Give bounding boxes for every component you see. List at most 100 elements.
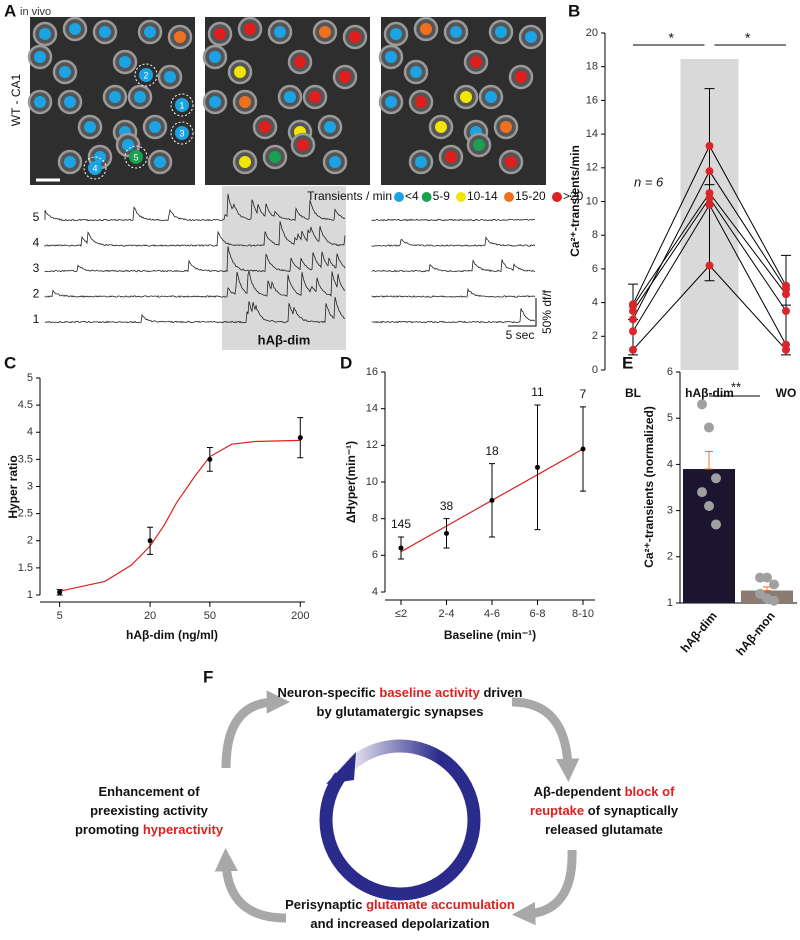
data-point bbox=[489, 497, 495, 503]
y-tick-label: 1 bbox=[27, 589, 33, 601]
cell-dot bbox=[109, 91, 121, 103]
trace-label: 3 bbox=[33, 261, 40, 275]
y-tick-label: 4 bbox=[667, 458, 673, 470]
y-tick-label: 14 bbox=[586, 128, 598, 140]
data-point bbox=[297, 435, 303, 441]
x-tick-label: hAβ-mon bbox=[733, 609, 778, 658]
cell-dot bbox=[525, 31, 537, 43]
y-tick-label: 4 bbox=[592, 297, 598, 309]
cell-dot bbox=[175, 126, 189, 140]
trace bbox=[371, 308, 536, 324]
cell-dot bbox=[154, 156, 166, 168]
data-point bbox=[705, 167, 714, 176]
cell-dot bbox=[122, 139, 134, 151]
y-axis-label: Hyper ratio bbox=[6, 455, 20, 518]
count-label: 38 bbox=[440, 499, 454, 513]
data-point bbox=[704, 500, 714, 511]
trace-label: 2 bbox=[33, 287, 40, 301]
cell-dot bbox=[69, 23, 81, 35]
data-point bbox=[629, 345, 637, 354]
x-tick-label: 200 bbox=[291, 610, 309, 622]
cell-dot bbox=[144, 26, 156, 38]
node-text-part: Neuron-specific bbox=[278, 685, 380, 700]
panel-label: B bbox=[568, 1, 580, 20]
cell-dot bbox=[339, 71, 351, 83]
data-point bbox=[769, 595, 779, 606]
y-tick-label: 5 bbox=[27, 372, 33, 384]
x-tick-label: hAβ-dim bbox=[685, 386, 734, 400]
data-point bbox=[711, 473, 721, 484]
cell-dot bbox=[385, 96, 397, 108]
y-tick-label: 4 bbox=[27, 426, 33, 438]
trace bbox=[371, 236, 536, 247]
significance-label: * bbox=[745, 30, 751, 46]
y-tick-label: 10 bbox=[586, 195, 598, 207]
cycle-arrow bbox=[511, 849, 577, 926]
cell-dot bbox=[239, 96, 251, 108]
cell-dot bbox=[309, 91, 321, 103]
node-text: Enhancement of bbox=[98, 784, 200, 799]
legend-swatch bbox=[552, 192, 562, 202]
y-tick-label: 16 bbox=[366, 366, 378, 378]
region-label: WT - CA1 bbox=[9, 73, 23, 126]
y-tick-label: 2.5 bbox=[18, 508, 33, 520]
cell-outline bbox=[124, 145, 148, 169]
cell-dot bbox=[294, 56, 306, 68]
cell-dot bbox=[324, 121, 336, 133]
cell-dot bbox=[64, 96, 76, 108]
data-point bbox=[697, 399, 707, 410]
cycle-arrow bbox=[511, 697, 580, 783]
data-point bbox=[704, 422, 714, 433]
data-point bbox=[782, 281, 790, 290]
node-text-part: released glutamate bbox=[545, 822, 663, 837]
trace-label: 5 bbox=[33, 210, 40, 224]
data-point bbox=[629, 327, 637, 336]
node-text-part: and increased depolarization bbox=[310, 916, 489, 931]
panel-label: A bbox=[4, 1, 16, 20]
y-tick-label: 18 bbox=[586, 61, 598, 73]
x-tick-label: hAβ-dim bbox=[678, 609, 720, 655]
scale-y-label: 50% df/f bbox=[540, 289, 554, 334]
cell-dot bbox=[34, 51, 46, 63]
cell-dot bbox=[234, 66, 246, 78]
cell-dot bbox=[473, 139, 485, 151]
data-point bbox=[705, 200, 714, 209]
node-text-part: of synaptically bbox=[584, 803, 679, 818]
trace-label: 4 bbox=[33, 236, 40, 250]
y-tick-label: 2 bbox=[667, 551, 673, 563]
legend-label: 10-14 bbox=[467, 189, 498, 203]
node-text-part: glutamate accumulation bbox=[366, 897, 515, 912]
cell-dot bbox=[59, 66, 71, 78]
cell-dot bbox=[319, 26, 331, 38]
cell-dot bbox=[485, 91, 497, 103]
data-point bbox=[535, 464, 540, 470]
y-tick-label: 12 bbox=[366, 439, 378, 451]
cell-dot bbox=[505, 156, 517, 168]
cell-dot bbox=[495, 26, 507, 38]
cell-dot bbox=[297, 139, 309, 151]
cell-dot bbox=[500, 121, 512, 133]
cell-number: 5 bbox=[133, 152, 138, 162]
cell-dot bbox=[244, 23, 256, 35]
x-tick-label: 5 bbox=[57, 610, 63, 622]
y-tick-label: 8 bbox=[592, 229, 598, 241]
cell-dot bbox=[274, 26, 286, 38]
trace bbox=[44, 193, 346, 222]
node-text-part: Aβ-dependent bbox=[534, 784, 625, 799]
cell-dot bbox=[349, 31, 361, 43]
legend-label: >20 bbox=[563, 189, 584, 203]
data-point bbox=[57, 589, 63, 595]
panel-label: C bbox=[4, 353, 16, 372]
cell-dot bbox=[329, 156, 341, 168]
legend-label: 15-20 bbox=[515, 189, 546, 203]
cell-number: 1 bbox=[179, 100, 184, 110]
cell-dot bbox=[390, 28, 402, 40]
cell-dot bbox=[415, 156, 427, 168]
cell-dot bbox=[415, 96, 427, 108]
count-label: 18 bbox=[485, 444, 499, 458]
node-text: by glutamatergic synapses bbox=[317, 704, 484, 719]
data-point bbox=[398, 545, 404, 551]
cycle-arrow bbox=[221, 690, 291, 769]
cell-dot bbox=[445, 151, 457, 163]
